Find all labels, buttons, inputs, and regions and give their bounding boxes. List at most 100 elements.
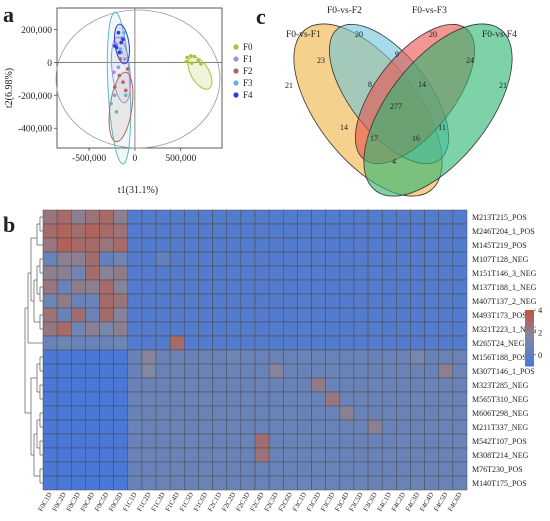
heatmap-cell bbox=[99, 209, 114, 225]
heatmap-cell bbox=[410, 251, 425, 267]
heatmap-cell bbox=[85, 279, 100, 295]
heatmap-cell bbox=[113, 419, 129, 435]
heatmap-cell bbox=[71, 447, 86, 463]
venn-count-abc: 8 bbox=[368, 80, 372, 89]
heatmap-cell bbox=[56, 349, 72, 365]
heatmap-cell bbox=[141, 307, 157, 323]
colorbar-segment bbox=[525, 340, 534, 344]
venn-count-abd: 16 bbox=[412, 134, 420, 143]
row-label: M265T24_NEG bbox=[472, 339, 525, 348]
heatmap-cell bbox=[71, 419, 86, 435]
heatmap-cell bbox=[381, 335, 397, 351]
heatmap-cell bbox=[452, 461, 468, 477]
heatmap-cell bbox=[396, 293, 411, 309]
heatmap-cell bbox=[311, 251, 326, 267]
heatmap-cell bbox=[438, 279, 454, 295]
heatmap-cell bbox=[226, 265, 242, 281]
heatmap-cell bbox=[169, 461, 185, 477]
heatmap-cell bbox=[71, 209, 86, 225]
row-label: M137T188_1_NEG bbox=[472, 283, 537, 292]
colorbar-segment bbox=[525, 333, 534, 337]
heatmap-cell bbox=[71, 265, 86, 281]
heatmap-cell bbox=[71, 321, 86, 337]
heatmap-cell bbox=[155, 237, 171, 253]
heatmap-cell bbox=[85, 223, 100, 239]
colorbar-segment bbox=[525, 354, 534, 358]
heatmap-cell bbox=[254, 475, 270, 491]
heatmap-cell bbox=[424, 293, 439, 309]
heatmap-cell bbox=[367, 223, 383, 239]
heatmap-cell bbox=[42, 433, 58, 449]
heatmap-cell bbox=[71, 307, 86, 323]
heatmap-cell bbox=[113, 293, 129, 309]
colorbar-segment bbox=[525, 347, 534, 351]
heatmap-cell bbox=[85, 363, 100, 379]
heatmap-cell bbox=[438, 377, 454, 393]
point-f4 bbox=[116, 30, 121, 35]
heatmap-cell bbox=[325, 293, 341, 309]
heatmap-cell bbox=[169, 419, 185, 435]
heatmap-cell bbox=[410, 475, 425, 491]
heatmap-cell bbox=[226, 461, 242, 477]
heatmap-cell bbox=[226, 349, 242, 365]
heatmap-cell bbox=[254, 209, 270, 225]
heatmap-cell bbox=[297, 209, 312, 225]
heatmap-cell bbox=[56, 223, 72, 239]
heatmap-cell bbox=[42, 279, 58, 295]
heatmap-cell bbox=[127, 349, 143, 365]
heatmap-cell bbox=[452, 377, 468, 393]
heatmap-cell bbox=[254, 237, 270, 253]
heatmap-cell bbox=[198, 265, 213, 281]
heatmap-cell bbox=[240, 447, 256, 463]
heatmap-cell bbox=[42, 447, 58, 463]
heatmap-cell bbox=[141, 349, 157, 365]
heatmap-cell bbox=[311, 405, 326, 421]
legend-label-f2: F2 bbox=[243, 66, 253, 76]
heatmap-cell bbox=[283, 475, 298, 491]
heatmap-cell bbox=[367, 251, 383, 267]
heatmap-cell bbox=[56, 237, 72, 253]
heatmap-cell bbox=[283, 293, 298, 309]
heatmap-cell bbox=[452, 279, 468, 295]
legend-marker-f3 bbox=[233, 80, 239, 86]
heatmap-cell bbox=[452, 475, 468, 491]
point-f3 bbox=[109, 101, 113, 106]
venn-count-c: 20 bbox=[429, 30, 437, 39]
heatmap-cell bbox=[184, 265, 199, 281]
heatmap-cell bbox=[56, 335, 72, 351]
heatmap-cell bbox=[56, 265, 72, 281]
heatmap-cell bbox=[254, 307, 270, 323]
heatmap-cell bbox=[226, 391, 242, 407]
heatmap-cell bbox=[198, 363, 213, 379]
heatmap-cell bbox=[325, 251, 341, 267]
heatmap-cell bbox=[99, 391, 114, 407]
heatmap-cell bbox=[297, 363, 312, 379]
heatmap-cell bbox=[198, 405, 213, 421]
heatmap-cell bbox=[184, 419, 199, 435]
heatmap-cell bbox=[198, 209, 213, 225]
heatmap-cell bbox=[240, 265, 256, 281]
heatmap-cell bbox=[283, 307, 298, 323]
heatmap-cell bbox=[99, 419, 114, 435]
heatmap-cell bbox=[155, 209, 171, 225]
pca-legend: F0 F1 F2 F3 F4 bbox=[233, 42, 253, 100]
heatmap-cell bbox=[141, 321, 157, 337]
panel-label-c: c bbox=[256, 4, 266, 29]
heatmap-cell bbox=[155, 377, 171, 393]
heatmap-cell bbox=[226, 475, 242, 491]
heatmap-cell bbox=[198, 433, 213, 449]
heatmap-cell bbox=[113, 377, 129, 393]
heatmap-cell bbox=[410, 419, 425, 435]
heatmap-cell bbox=[367, 307, 383, 323]
heatmap-cell bbox=[212, 265, 227, 281]
heatmap-cell bbox=[226, 321, 242, 337]
heatmap-cell bbox=[283, 377, 298, 393]
heatmap-cell bbox=[410, 293, 425, 309]
heatmap-cell bbox=[325, 349, 341, 365]
heatmap-cell bbox=[311, 209, 326, 225]
heatmap-cell bbox=[339, 237, 355, 253]
row-label: M76T230_POS bbox=[472, 465, 523, 474]
heatmap-cell bbox=[85, 447, 100, 463]
heatmap-cell bbox=[99, 335, 114, 351]
heatmap-cell bbox=[410, 209, 425, 225]
